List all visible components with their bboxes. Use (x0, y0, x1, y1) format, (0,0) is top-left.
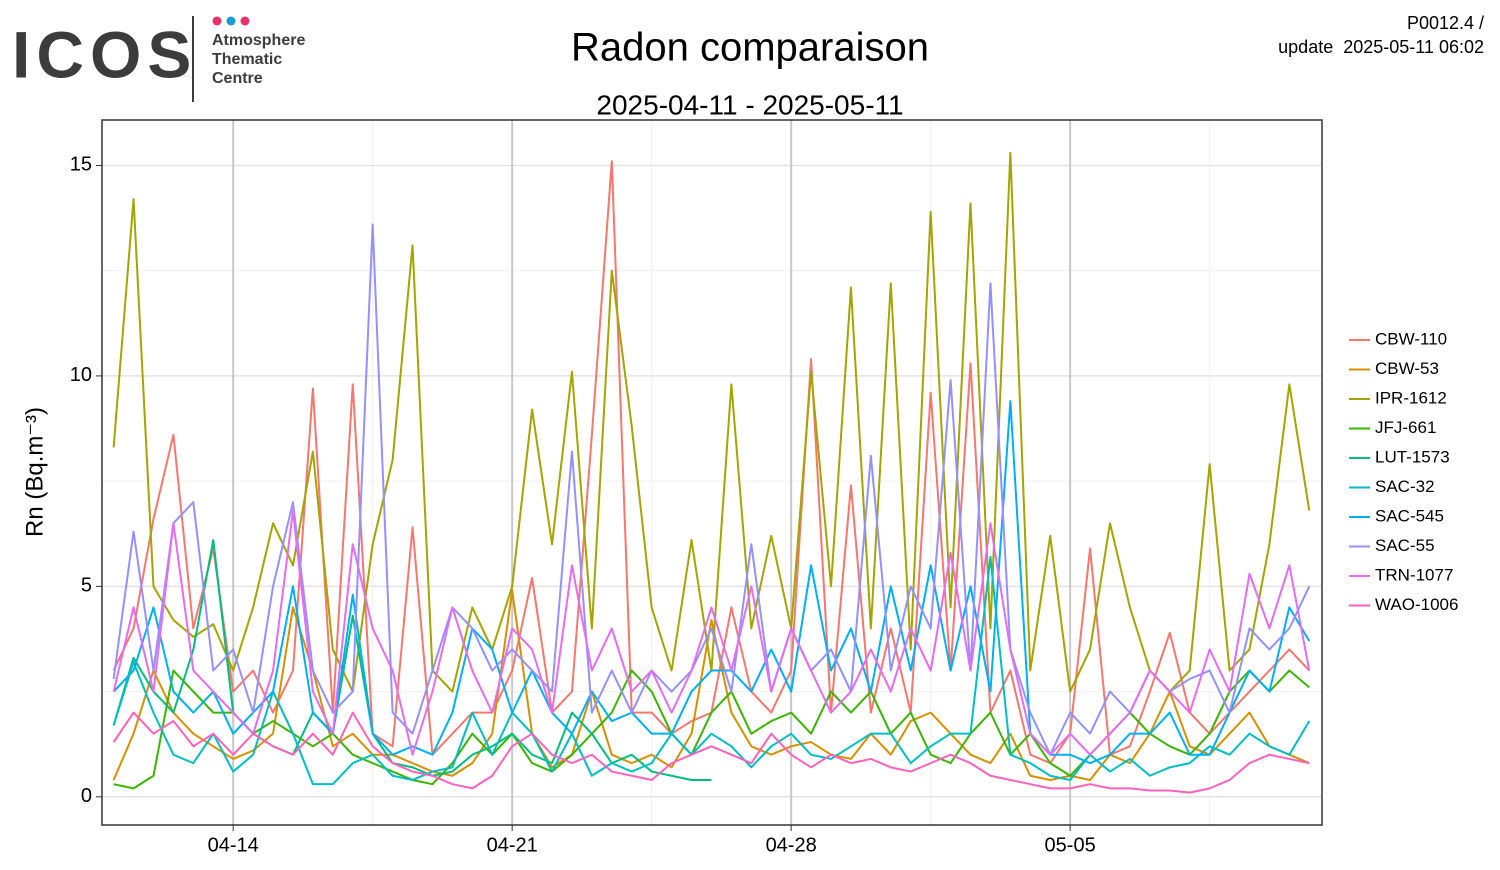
series-line (112, 223, 1311, 756)
legend-label: IPR-1612 (1375, 388, 1447, 407)
series-line (112, 160, 1310, 765)
chart-subtitle: 2025-04-11 - 2025-05-11 (596, 89, 903, 120)
logo-dot (240, 16, 250, 26)
y-axis-label: Rn (Bq.m⁻³) (21, 407, 48, 537)
series-line (112, 555, 1311, 786)
legend-label: LUT-1573 (1375, 447, 1450, 466)
plot-border (101, 119, 1323, 826)
update-time: update 2025-05-11 06:02 (1278, 37, 1484, 57)
logo-line: Thematic (212, 51, 282, 68)
legend-label: CBW-110 (1375, 329, 1447, 348)
legend-label: CBW-53 (1375, 359, 1439, 378)
legend-label: JFJ-661 (1375, 418, 1436, 437)
x-tick-label: 04-21 (487, 834, 538, 856)
legend-label: TRN-1077 (1375, 565, 1453, 584)
legend-label: SAC-32 (1375, 477, 1435, 496)
y-tick-label: 0 (81, 785, 92, 807)
y-tick-label: 5 (81, 575, 92, 597)
series-line (112, 589, 1310, 781)
logo-dot (226, 16, 236, 26)
x-tick-label: 05-05 (1045, 834, 1096, 856)
logo-dot (212, 16, 222, 26)
legend-label: SAC-545 (1375, 506, 1444, 525)
logo-line: Centre (212, 70, 263, 87)
y-tick-label: 10 (70, 364, 92, 386)
legend-label: WAO-1006 (1375, 595, 1458, 614)
logo-line: Atmosphere (212, 32, 305, 49)
y-tick-label: 15 (70, 154, 92, 176)
series-line (112, 509, 1311, 756)
x-tick-label: 04-14 (208, 834, 259, 856)
chart-title: Radon comparaison (571, 26, 929, 70)
legend-label: SAC-55 (1375, 536, 1435, 555)
series-line (113, 669, 1310, 790)
x-tick-label: 04-28 (766, 834, 817, 856)
product-code: P0012.4 / (1407, 13, 1484, 33)
series-line (112, 711, 1310, 794)
logo-text: ICOS (12, 17, 197, 91)
series-line (112, 400, 1311, 765)
